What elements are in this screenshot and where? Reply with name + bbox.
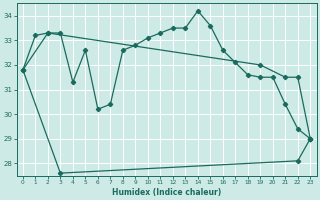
X-axis label: Humidex (Indice chaleur): Humidex (Indice chaleur) <box>112 188 221 197</box>
